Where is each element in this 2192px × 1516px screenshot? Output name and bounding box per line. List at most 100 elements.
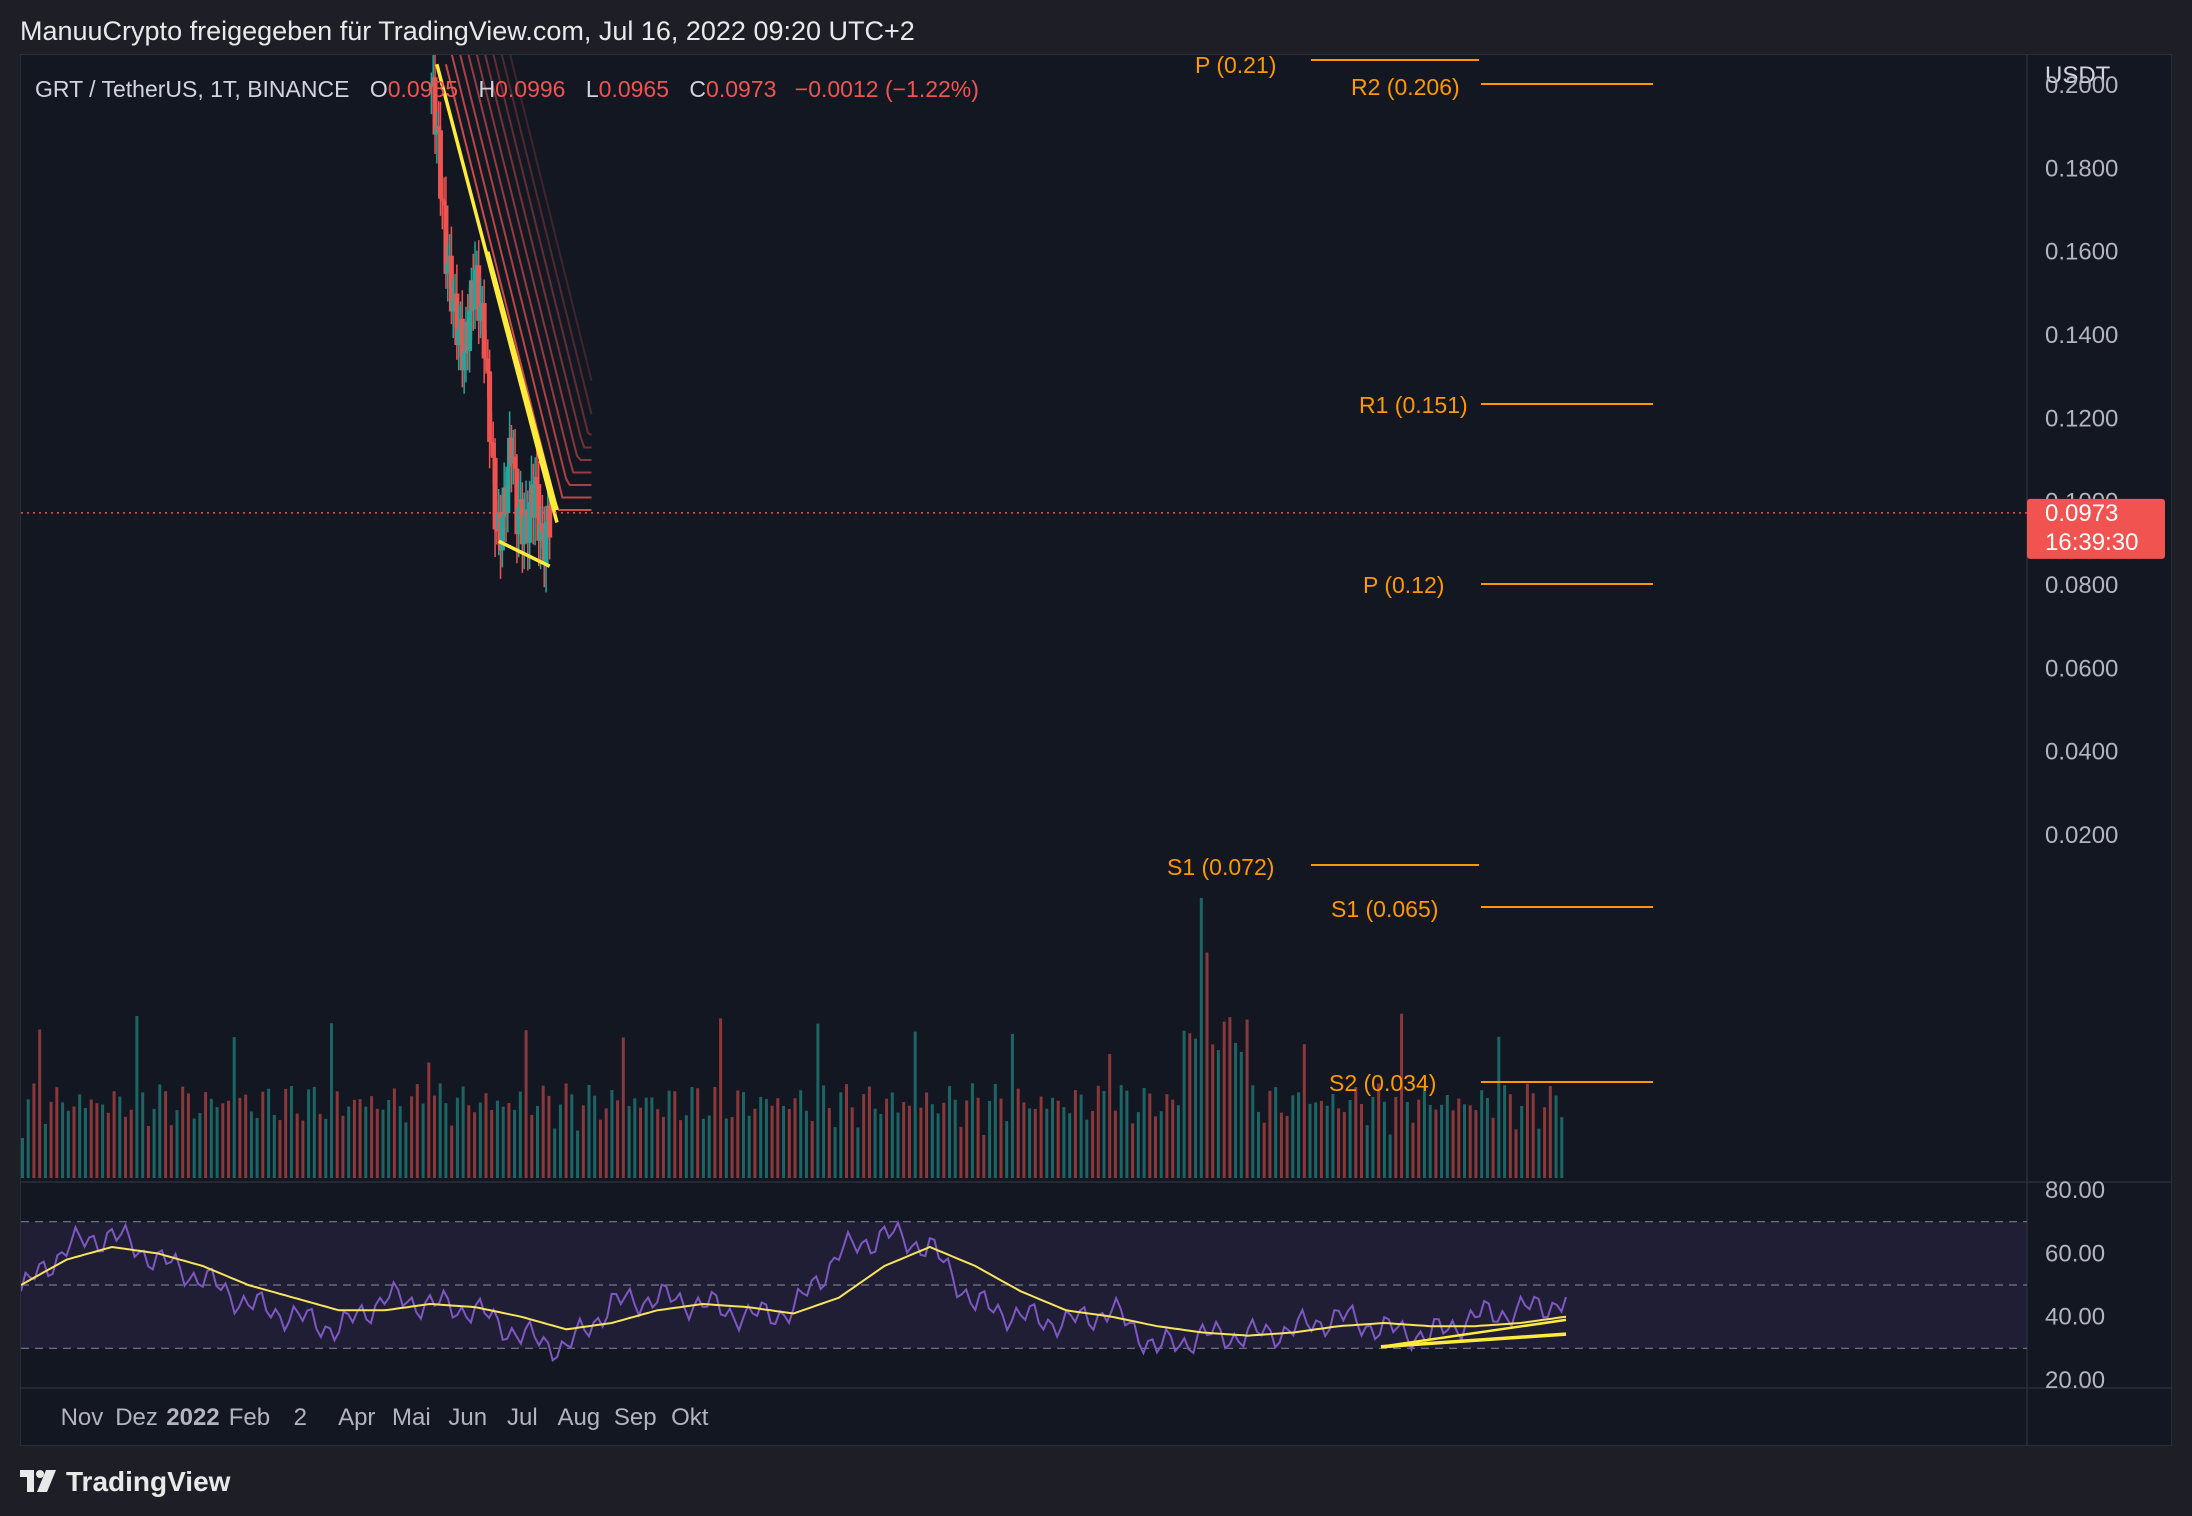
- volume-bar: [1491, 1117, 1495, 1178]
- volume-bar: [553, 1128, 557, 1178]
- candle-body: [539, 523, 545, 532]
- volume-bar: [1354, 1087, 1358, 1178]
- volume-bar: [576, 1130, 580, 1178]
- volume-bar: [244, 1094, 248, 1178]
- volume-bar: [278, 1120, 282, 1178]
- volume-bar: [427, 1062, 431, 1178]
- volume-bar: [347, 1106, 351, 1178]
- time-label: Feb: [229, 1404, 270, 1431]
- volume-bar: [38, 1029, 42, 1178]
- publish-header: ManuuCrypto freigegeben für TradingView.…: [0, 0, 2192, 54]
- volume-bar: [1010, 1033, 1014, 1178]
- volume-bar: [1251, 1085, 1255, 1178]
- volume-bar: [375, 1108, 379, 1178]
- trendline: [497, 539, 551, 568]
- volume-bar: [879, 1114, 883, 1178]
- candle-body: [490, 442, 496, 458]
- candle-body: [428, 85, 434, 87]
- volume-bar: [221, 1103, 225, 1178]
- candle-body: [456, 328, 462, 346]
- volume-bar: [1520, 1106, 1524, 1178]
- volume-bar: [1188, 1033, 1192, 1178]
- chart-canvas[interactable]: P (0.21) R2 (0.206) R1 (0.151) P (0.12) S1 (…: [20, 0, 2171, 1445]
- price-tick: 0.0800: [2045, 572, 2118, 599]
- candle-body: [543, 521, 549, 564]
- volume-bar: [1319, 1100, 1323, 1178]
- volume-bar: [421, 1103, 425, 1178]
- candle-body: [434, 126, 440, 135]
- volume-bar: [1503, 1085, 1507, 1178]
- candle-body: [521, 516, 527, 545]
- bar-countdown: 16:39:30: [2045, 529, 2138, 556]
- volume-bar: [175, 1110, 179, 1178]
- volume-bar: [1033, 1108, 1037, 1178]
- volume-bar: [381, 1109, 385, 1178]
- volume-bar: [1371, 1097, 1375, 1178]
- volume-bar: [696, 1088, 700, 1178]
- candle-body: [454, 293, 460, 346]
- volume-bar: [1485, 1098, 1489, 1178]
- volume-bar: [616, 1100, 620, 1178]
- volume-bar: [410, 1096, 414, 1178]
- volume-bar: [661, 1116, 665, 1178]
- volume-bar: [1234, 1042, 1238, 1178]
- volume-bar: [1434, 1109, 1438, 1178]
- volume-bar: [164, 1091, 168, 1178]
- volume-bar: [530, 1114, 534, 1178]
- volume-bar: [776, 1098, 780, 1178]
- volume-bar: [581, 1105, 585, 1178]
- legend-low-value: 0.0965: [599, 76, 669, 102]
- volume-bar: [639, 1107, 642, 1178]
- volume-bar: [925, 1092, 929, 1178]
- volume-bar: [49, 1101, 53, 1178]
- volume-bar: [759, 1096, 763, 1178]
- trendline-layer: [435, 63, 559, 568]
- volume-bar: [141, 1092, 145, 1178]
- volume-bar: [1537, 1128, 1541, 1178]
- volume-bar: [839, 1092, 843, 1178]
- volume-bar: [730, 1117, 734, 1178]
- pivot-label: P (0.12): [1363, 572, 1444, 598]
- volume-bar: [1102, 1090, 1106, 1178]
- volume-bar: [478, 1102, 482, 1178]
- volume-bar: [352, 1099, 356, 1178]
- candle-body: [448, 255, 454, 312]
- candle-body: [461, 353, 467, 371]
- volume-bar: [976, 1097, 980, 1178]
- chart-frame[interactable]: P (0.21) R2 (0.206) R1 (0.151) P (0.12) S1 (…: [20, 0, 2172, 1446]
- price-tick: 0.0200: [2045, 822, 2118, 849]
- price-tick: 0.1800: [2045, 155, 2118, 182]
- legend-high-value: 0.0996: [495, 76, 565, 102]
- price-pane[interactable]: [21, 55, 2027, 1182]
- volume-bar: [1302, 1044, 1306, 1178]
- candle-body: [441, 200, 447, 206]
- volume-bar: [124, 1116, 127, 1178]
- volume-bar: [324, 1118, 328, 1178]
- volume-bar: [536, 1105, 539, 1178]
- volume-bar: [1451, 1110, 1455, 1178]
- candle-body: [508, 437, 514, 464]
- candle-body: [494, 529, 500, 532]
- volume-bar: [1365, 1125, 1369, 1178]
- price-axis[interactable]: [2027, 55, 2171, 1445]
- volume-bar: [713, 1086, 717, 1178]
- time-axis[interactable]: Nov Dez 2022 Feb 2 Apr Mai Jun Jul Aug Sep Okt: [61, 1404, 709, 1431]
- volume-bar: [267, 1088, 271, 1178]
- symbol-legend[interactable]: GRT / TetherUS, 1T, BINANCE O0.0985 H0.0…: [35, 76, 979, 102]
- volume-bar: [793, 1098, 797, 1178]
- volume-bar: [1108, 1053, 1112, 1178]
- ma-ribbon-line: [487, 0, 593, 415]
- candle-body: [499, 517, 505, 551]
- rsi-tick: 80.00: [2045, 1177, 2105, 1204]
- volume-bar: [1228, 1017, 1232, 1178]
- volume-bar: [650, 1097, 654, 1178]
- tradingview-footer[interactable]: TradingView: [20, 1462, 420, 1502]
- volume-bar: [1274, 1087, 1278, 1178]
- price-tick: 0.0400: [2045, 739, 2118, 766]
- volume-bar: [1051, 1097, 1054, 1178]
- rsi-ma-line: [20, 1245, 1567, 1337]
- volume-bar: [885, 1098, 889, 1178]
- volume-bar: [948, 1086, 951, 1178]
- volume-bar: [799, 1090, 803, 1178]
- volume-bar: [415, 1084, 419, 1178]
